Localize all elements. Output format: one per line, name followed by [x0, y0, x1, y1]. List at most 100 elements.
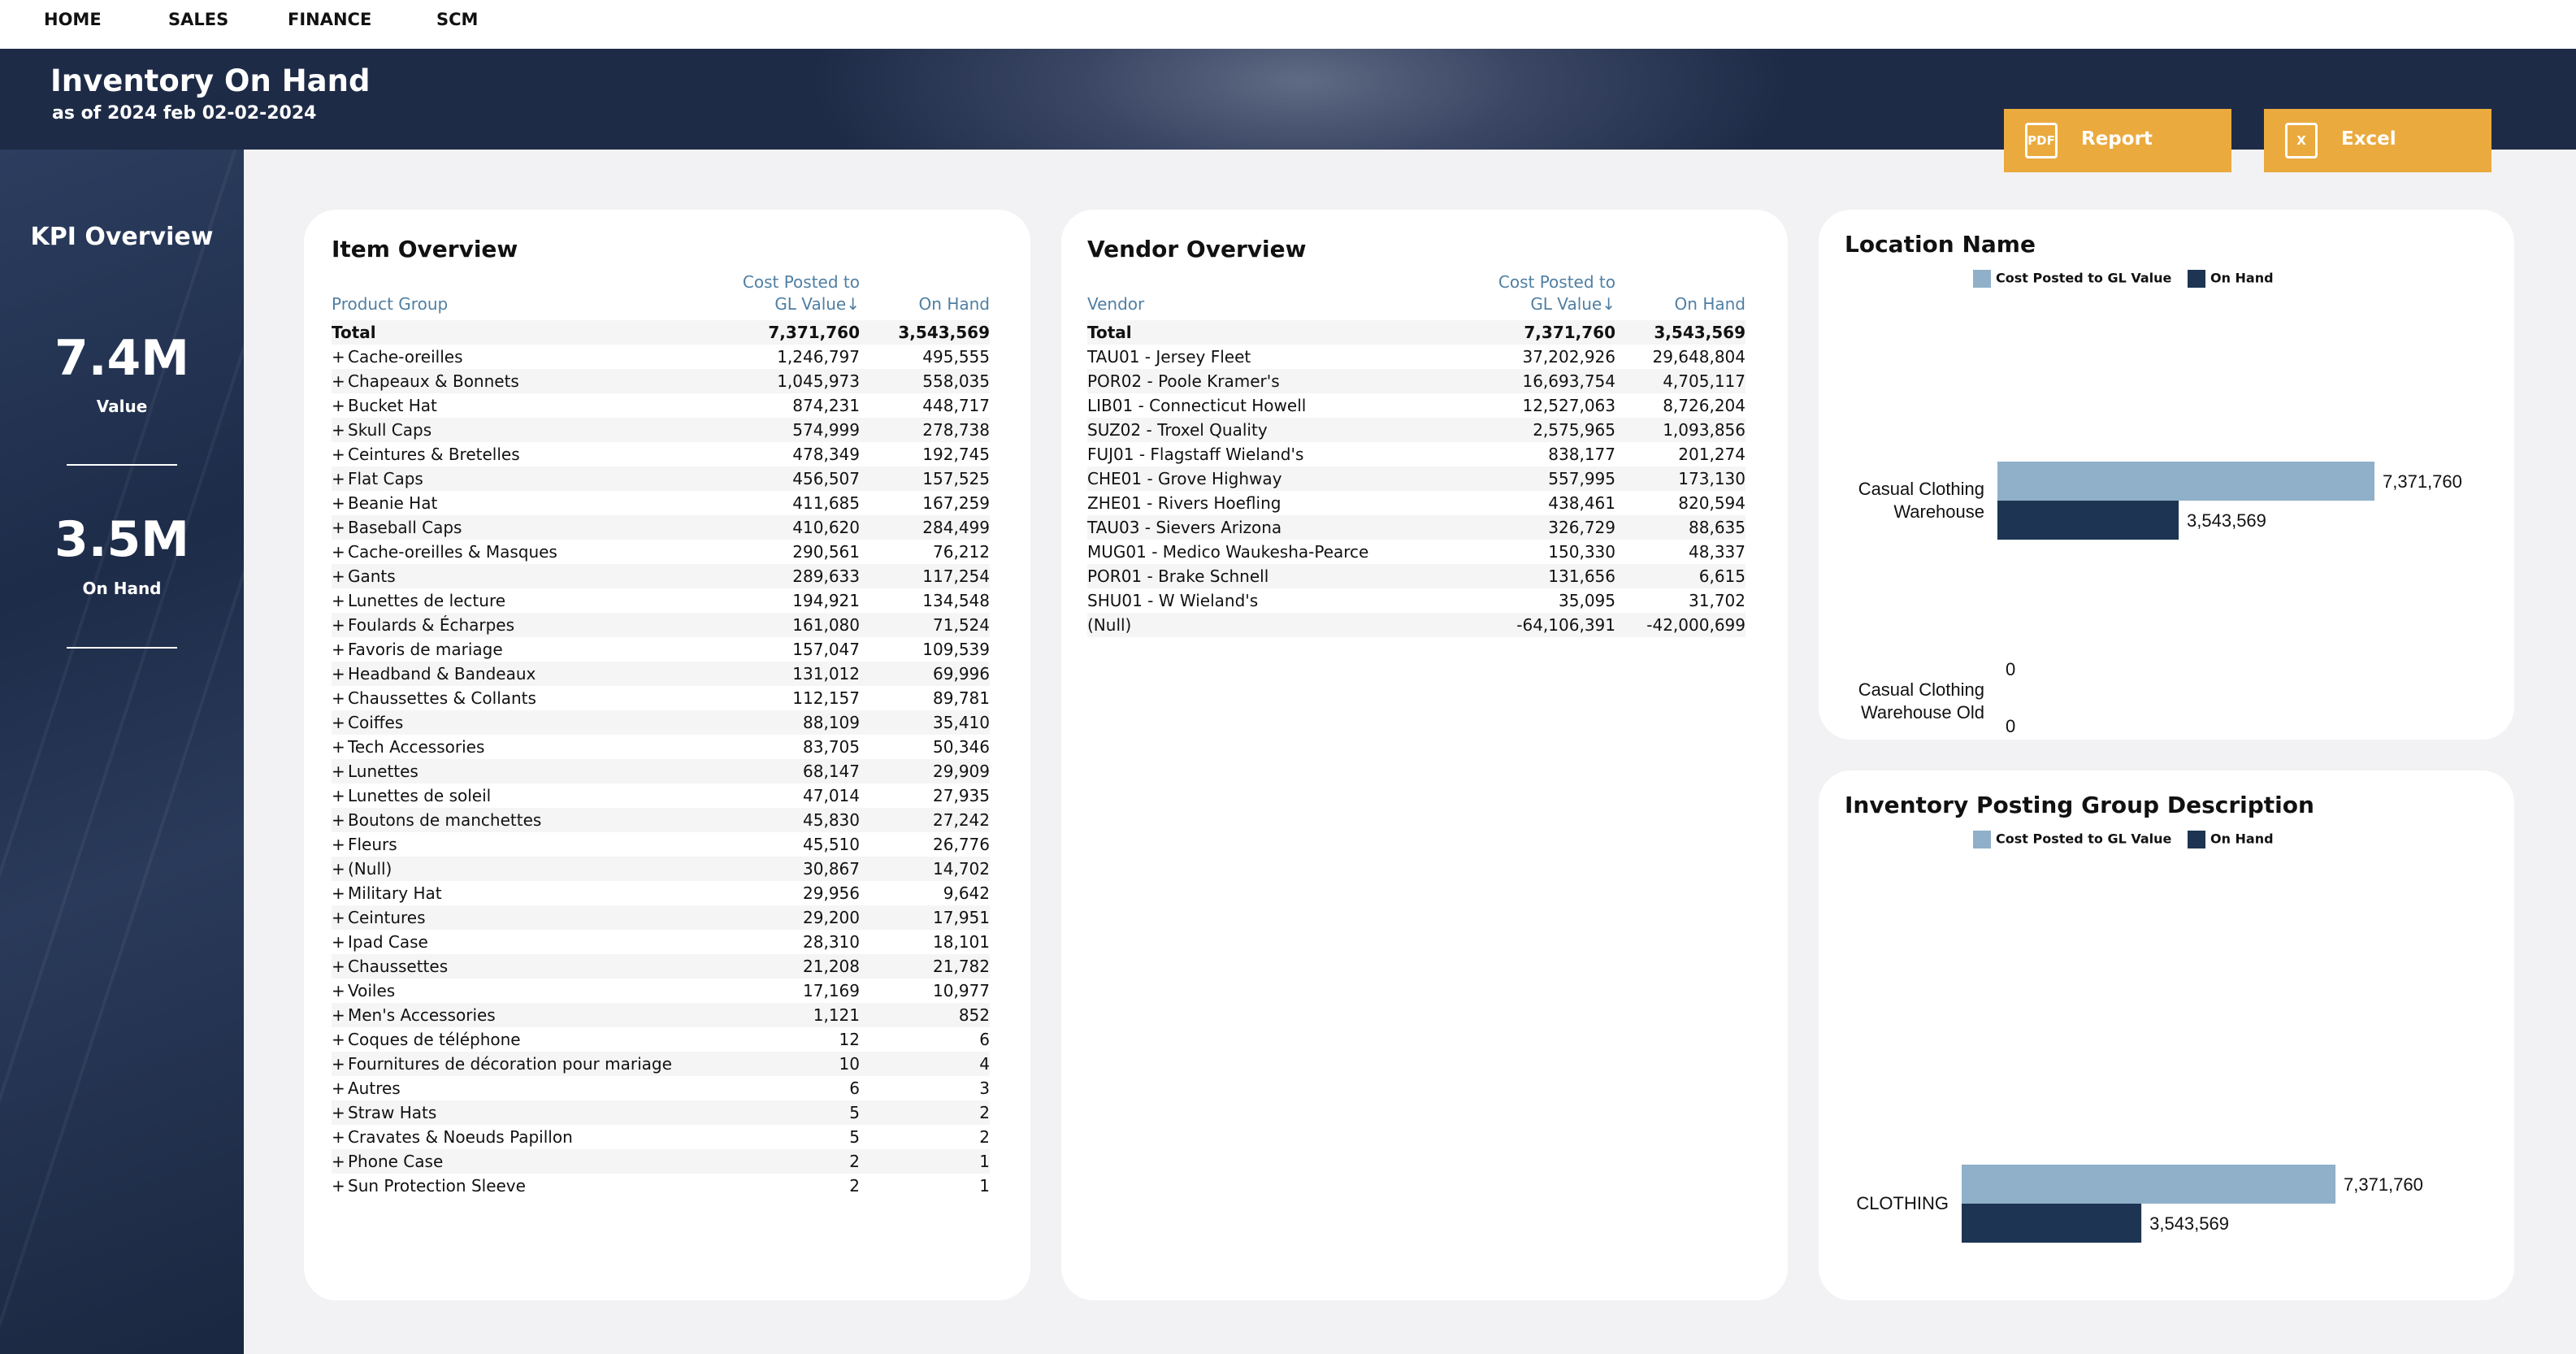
table-row[interactable]: FUJ01 - Flagstaff Wieland's 838,177 201,27…	[1087, 442, 1746, 467]
table-row[interactable]: LIB01 - Connecticut Howell 12,527,063 8,72…	[1087, 393, 1746, 418]
table-row[interactable]: + Cache-oreilles & Masques 290,561 76,212	[332, 540, 990, 564]
expand-plus-icon[interactable]: +	[332, 932, 345, 952]
expand-plus-icon[interactable]: +	[332, 883, 345, 903]
expand-plus-icon[interactable]: +	[332, 1176, 345, 1196]
nav-sales[interactable]: SALES	[168, 10, 229, 29]
expand-plus-icon[interactable]: +	[332, 1152, 345, 1171]
expand-plus-icon[interactable]: +	[332, 493, 345, 513]
table-row[interactable]: + Fournitures de décoration pour mariage 1…	[332, 1052, 990, 1076]
table-row[interactable]: + Cravates & Noeuds Papillon 5 2	[332, 1125, 990, 1149]
expand-plus-icon[interactable]: +	[332, 371, 345, 391]
expand-plus-icon[interactable]: +	[332, 566, 345, 586]
expand-plus-icon[interactable]: +	[332, 1005, 345, 1025]
expand-plus-icon[interactable]: +	[332, 1103, 345, 1122]
table-row[interactable]: + Foulards & Écharpes 161,080 71,524	[332, 613, 990, 637]
excel-button[interactable]: X Excel	[2264, 109, 2491, 172]
expand-plus-icon[interactable]: +	[332, 737, 345, 757]
nav-home[interactable]: HOME	[44, 10, 102, 29]
table-row[interactable]: POR02 - Poole Kramer's 16,693,754 4,705,11…	[1087, 369, 1746, 393]
expand-plus-icon[interactable]: +	[332, 542, 345, 562]
expand-plus-icon[interactable]: +	[332, 591, 345, 610]
table-row[interactable]: + Beanie Hat 411,685 167,259	[332, 491, 990, 515]
table-row[interactable]: + Ceintures 29,200 17,951	[332, 905, 990, 930]
expand-plus-icon[interactable]: +	[332, 445, 345, 464]
expand-plus-icon[interactable]: +	[332, 786, 345, 805]
table-row[interactable]: + Voiles 17,169 10,977	[332, 979, 990, 1003]
expand-plus-icon[interactable]: +	[332, 908, 345, 927]
table-row[interactable]: + Lunettes 68,147 29,909	[332, 759, 990, 783]
expand-plus-icon[interactable]: +	[332, 835, 345, 854]
table-row[interactable]: + Favoris de mariage 157,047 109,539	[332, 637, 990, 662]
table-row[interactable]: + Autres 6 3	[332, 1076, 990, 1100]
expand-plus-icon[interactable]: +	[332, 615, 345, 635]
expand-plus-icon[interactable]: +	[332, 664, 345, 684]
table-row[interactable]: + Sun Protection Sleeve 2 1	[332, 1174, 990, 1198]
bar-on-hand[interactable]	[1997, 501, 2179, 540]
expand-plus-icon[interactable]: +	[332, 688, 345, 708]
table-row[interactable]: + Coiffes 88,109 35,410	[332, 710, 990, 735]
table-row[interactable]: MUG01 - Medico Waukesha-Pearce 150,330 48,…	[1087, 540, 1746, 564]
table-row[interactable]: CHE01 - Grove Highway 557,995 173,130	[1087, 467, 1746, 491]
table-row[interactable]: + Baseball Caps 410,620 284,499	[332, 515, 990, 540]
table-row[interactable]: SHU01 - W Wieland's 35,095 31,702	[1087, 588, 1746, 613]
bar-cost[interactable]	[1997, 462, 2374, 501]
table-row[interactable]: + Chapeaux & Bonnets 1,045,973 558,035	[332, 369, 990, 393]
expand-plus-icon[interactable]: +	[332, 859, 345, 879]
table-row[interactable]: + Skull Caps 574,999 278,738	[332, 418, 990, 442]
table-row[interactable]: + Tech Accessories 83,705 50,346	[332, 735, 990, 759]
table-row[interactable]: ZHE01 - Rivers Hoefling 438,461 820,594	[1087, 491, 1746, 515]
row-name: (Null)	[348, 859, 392, 879]
expand-plus-icon[interactable]: +	[332, 420, 345, 440]
table-row[interactable]: + Ceintures & Bretelles 478,349 192,745	[332, 442, 990, 467]
table-row[interactable]: + Chaussettes 21,208 21,782	[332, 954, 990, 979]
table-row[interactable]: + Gants 289,633 117,254	[332, 564, 990, 588]
table-row[interactable]: + Fleurs 45,510 26,776	[332, 832, 990, 857]
expand-plus-icon[interactable]: +	[332, 957, 345, 976]
nav-finance[interactable]: FINANCE	[288, 10, 372, 29]
col-header-on-hand[interactable]: On Hand	[918, 294, 990, 314]
table-row[interactable]: + Men's Accessories 1,121 852	[332, 1003, 990, 1027]
table-row[interactable]: SUZ02 - Troxel Quality 2,575,965 1,093,856	[1087, 418, 1746, 442]
bar-cost[interactable]	[1962, 1165, 2335, 1204]
table-row[interactable]: (Null) -64,106,391 -42,000,699	[1087, 613, 1746, 637]
nav-scm[interactable]: SCM	[436, 10, 479, 29]
expand-plus-icon[interactable]: +	[332, 640, 345, 659]
expand-plus-icon[interactable]: +	[332, 810, 345, 830]
table-row[interactable]: TAU03 - Sievers Arizona 326,729 88,635	[1087, 515, 1746, 540]
table-row[interactable]: + Phone Case 2 1	[332, 1149, 990, 1174]
expand-plus-icon[interactable]: +	[332, 1127, 345, 1147]
table-row[interactable]: POR01 - Brake Schnell 131,656 6,615	[1087, 564, 1746, 588]
table-row[interactable]: + Lunettes de soleil 47,014 27,935	[332, 783, 990, 808]
table-row[interactable]: + Straw Hats 5 2	[332, 1100, 990, 1125]
col-header-product-group[interactable]: Product Group	[332, 294, 449, 314]
table-row[interactable]: + Coques de téléphone 12 6	[332, 1027, 990, 1052]
table-row[interactable]: + (Null) 30,867 14,702	[332, 857, 990, 881]
table-row[interactable]: TAU01 - Jersey Fleet 37,202,926 29,648,804	[1087, 345, 1746, 369]
col-header-on-hand[interactable]: On Hand	[1674, 294, 1746, 314]
row-name-cell: + Military Hat	[332, 881, 738, 905]
table-row[interactable]: + Boutons de manchettes 45,830 27,242	[332, 808, 990, 832]
table-row[interactable]: + Cache-oreilles 1,246,797 495,555	[332, 345, 990, 369]
expand-plus-icon[interactable]: +	[332, 347, 345, 367]
table-row[interactable]: + Flat Caps 456,507 157,525	[332, 467, 990, 491]
expand-plus-icon[interactable]: +	[332, 1078, 345, 1098]
table-row[interactable]: + Ipad Case 28,310 18,101	[332, 930, 990, 954]
table-row[interactable]: + Chaussettes & Collants 112,157 89,781	[332, 686, 990, 710]
table-row[interactable]: + Lunettes de lecture 194,921 134,548	[332, 588, 990, 613]
table-row[interactable]: + Bucket Hat 874,231 448,717	[332, 393, 990, 418]
table-row[interactable]: + Headband & Bandeaux 131,012 69,996	[332, 662, 990, 686]
col-header-cost[interactable]: Cost Posted to GL Value↓	[738, 271, 860, 320]
table-row[interactable]: + Military Hat 29,956 9,642	[332, 881, 990, 905]
expand-plus-icon[interactable]: +	[332, 1054, 345, 1074]
expand-plus-icon[interactable]: +	[332, 713, 345, 732]
expand-plus-icon[interactable]: +	[332, 762, 345, 781]
expand-plus-icon[interactable]: +	[332, 518, 345, 537]
col-header-cost[interactable]: Cost Posted to GL Value↓	[1494, 271, 1615, 320]
expand-plus-icon[interactable]: +	[332, 396, 345, 415]
expand-plus-icon[interactable]: +	[332, 981, 345, 1000]
col-header-vendor[interactable]: Vendor	[1087, 294, 1145, 314]
report-button[interactable]: PDF Report	[2004, 109, 2231, 172]
expand-plus-icon[interactable]: +	[332, 469, 345, 488]
expand-plus-icon[interactable]: +	[332, 1030, 345, 1049]
bar-on-hand[interactable]	[1962, 1204, 2142, 1243]
